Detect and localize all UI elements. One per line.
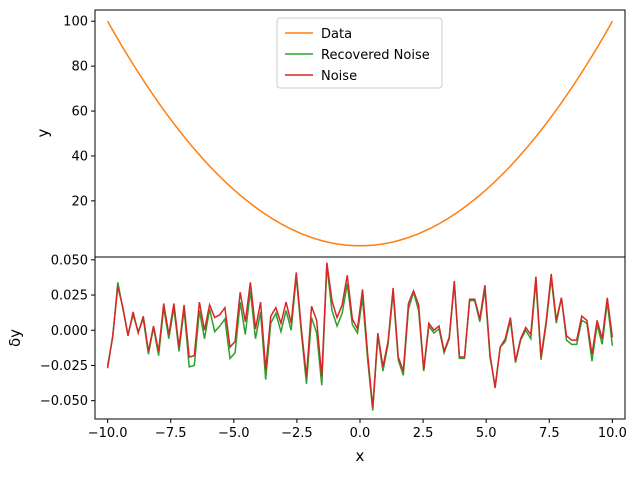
x-tick-label: 0.0 [350,426,371,441]
top-y-tick-label: 20 [71,194,88,209]
top-y-axis-label: y [34,128,52,137]
bottom-plot-frame [94,256,626,420]
legend-label-noise: Noise [321,69,357,84]
x-tick-label: 10.0 [598,426,627,441]
x-tick-label: 7.5 [539,426,560,441]
legend-frame [276,17,443,89]
top-y-ticks: 20 40 60 80 100 [63,15,95,209]
noise-series-line [106,262,614,408]
top-y-tick-label: 80 [71,60,88,75]
legend-label-recovered-noise: Recovered Noise [321,48,430,63]
bottom-y-tick-label: 0.000 [51,324,88,339]
top-y-tick-label: 60 [71,105,88,120]
x-tick-label: 5.0 [476,426,497,441]
bottom-y-tick-label: 0.025 [51,289,88,304]
x-tick-label: −2.5 [281,426,313,441]
top-panel: 20 40 60 80 100 y Data Recovered Noise Noise [34,9,626,258]
x-tick-label: −10.0 [88,426,128,441]
top-y-tick-label: 100 [63,15,88,30]
bottom-y-tick-label: −0.025 [40,359,88,374]
bottom-y-ticks: −0.050 −0.025 0.000 0.025 0.050 [40,253,95,409]
bottom-y-tick-label: 0.050 [51,253,88,268]
x-axis-label: x [356,447,365,465]
legend-label-data: Data [321,27,352,42]
data-series-line [106,20,614,247]
x-tick-label: 2.5 [413,426,434,441]
bottom-y-tick-label: −0.050 [40,394,88,409]
legend: Data Recovered Noise Noise [276,17,443,89]
bottom-x-ticks: −10.0 −7.5 −5.0 −2.5 0.0 2.5 5.0 7.5 10.0 [88,419,627,441]
bottom-y-axis-label: δy [6,329,24,347]
recovered-noise-series-line [106,265,614,411]
top-y-tick-label: 40 [71,149,88,164]
bottom-panel: −0.050 −0.025 0.000 0.025 0.050 −10.0 −7.5 −5.… [6,253,627,465]
x-tick-label: −7.5 [155,426,187,441]
x-tick-label: −5.0 [218,426,250,441]
